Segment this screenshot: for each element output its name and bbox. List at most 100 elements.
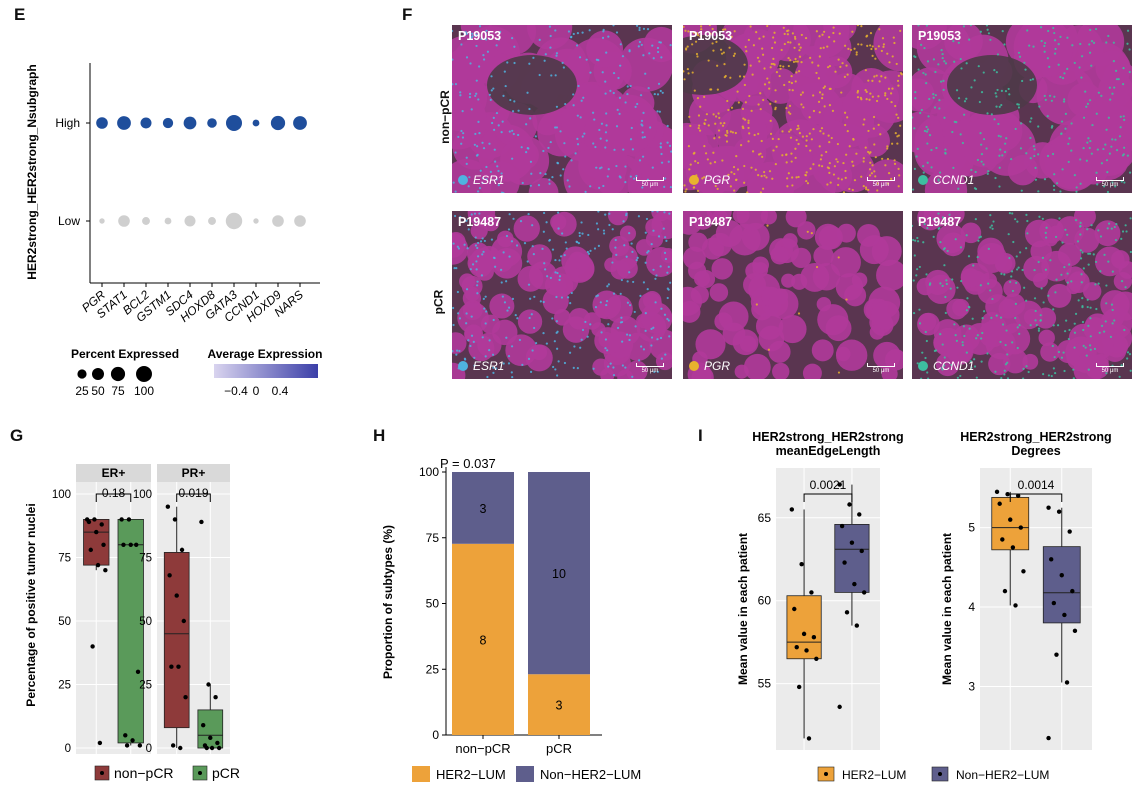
gene-spot (531, 245, 534, 248)
gene-spot (959, 133, 962, 136)
gene-spot (914, 239, 917, 242)
gene-spot (644, 311, 647, 315)
gene-spot (1037, 153, 1040, 156)
gene-spot (815, 71, 818, 75)
gene-spot (762, 35, 765, 38)
gene-spot (549, 140, 552, 144)
gene-spot (757, 132, 760, 135)
gene-spot (604, 146, 607, 149)
box-0-1-point (124, 743, 130, 748)
gene-spot (750, 109, 753, 112)
legend-pct-label-50: 50 (91, 384, 105, 398)
gene-spot (492, 256, 496, 259)
gene-color-dot (458, 361, 468, 371)
gene-spot (640, 119, 644, 122)
gene-spot (1052, 324, 1055, 327)
y-tick-label: 25 (58, 680, 71, 692)
gene-spot (781, 130, 784, 133)
tissue-blob (851, 272, 868, 289)
tissue-blob (917, 211, 944, 231)
legend-pct-dot-75 (110, 366, 126, 382)
gene-spot (875, 99, 879, 103)
gene-spot (556, 271, 559, 275)
gene-spot (532, 253, 535, 256)
gene-spot (951, 278, 954, 281)
gene-spot (475, 44, 478, 48)
gene-spot (794, 57, 797, 61)
dot-high-pgr (96, 117, 108, 129)
gene-spot (453, 214, 457, 218)
gene-spot (518, 338, 522, 342)
gene-spot (1003, 373, 1006, 376)
gene-spot (876, 189, 879, 192)
scale-bar: 50 μm (1096, 177, 1124, 188)
tissue-blob (851, 67, 892, 108)
bar-pCR-HER2−LUM (528, 674, 590, 735)
gene-spot (1026, 29, 1029, 32)
tissue-blob (770, 246, 789, 265)
gene-spot (1017, 266, 1020, 269)
gene-spot (452, 306, 455, 310)
gene-spot (918, 308, 921, 311)
gene-spot (664, 177, 667, 180)
gene-spot (642, 54, 645, 57)
gene-spot (1023, 286, 1026, 289)
gene-spot (851, 160, 854, 163)
gene-spot (864, 88, 867, 92)
tissue-blob (1023, 255, 1050, 283)
pvalue-label-1: 0.019 (178, 486, 208, 500)
gene-spot (973, 365, 977, 368)
gene-spot (605, 112, 608, 115)
gene-spot (1048, 65, 1051, 68)
stroma-region (487, 55, 577, 115)
gene-spot (1034, 166, 1037, 169)
tissue-blob (1034, 307, 1057, 329)
gene-spot (505, 280, 508, 283)
panel-i-boxplots: HER2strong_HER2strongmeanEdgeLength55606… (736, 430, 1112, 782)
box-1-1-point (216, 745, 222, 751)
gene-spot (773, 41, 777, 44)
scale-bar-line (1096, 177, 1124, 181)
gene-spot (1029, 324, 1032, 327)
gene-spot (825, 150, 828, 154)
gene-spot (938, 171, 942, 174)
gene-spot (1001, 30, 1004, 33)
gene-spot (643, 135, 646, 139)
gene-spot (458, 317, 462, 320)
gene-spot (467, 339, 470, 342)
gene-spot (601, 71, 604, 74)
gene-spot (578, 56, 582, 59)
gene-spot (572, 32, 575, 36)
gene-spot (925, 273, 928, 276)
gene-spot (711, 27, 714, 31)
gene-spot (865, 188, 868, 191)
gene-spot (455, 267, 458, 270)
gene-spot (823, 105, 826, 108)
box-i0-0-point (796, 684, 802, 690)
gene-spot (873, 143, 876, 146)
gene-spot (494, 265, 497, 268)
gene-spot (828, 171, 831, 174)
gene-spot (508, 213, 511, 216)
tissue-blob (688, 232, 708, 253)
gene-spot (607, 323, 610, 326)
gene-spot (511, 375, 514, 379)
gene-spot (766, 224, 769, 227)
gene-spot (1003, 150, 1007, 154)
gene-spot (793, 46, 796, 49)
gene-spot (968, 327, 971, 330)
gene-spot (495, 44, 498, 47)
dot-high-gata3 (225, 114, 243, 132)
gene-spot (828, 161, 831, 165)
gene-spot (973, 187, 977, 190)
gene-spot (646, 27, 650, 31)
pvalue-label-1: 0.0014 (1018, 478, 1055, 492)
gene-spot (787, 56, 790, 60)
gene-spot (827, 66, 830, 69)
gene-spot (493, 148, 496, 151)
gene-spot (628, 50, 631, 53)
gene-spot (1107, 34, 1110, 38)
gene-spot (980, 91, 984, 94)
gene-spot (960, 279, 963, 283)
gene-spot (783, 83, 786, 87)
